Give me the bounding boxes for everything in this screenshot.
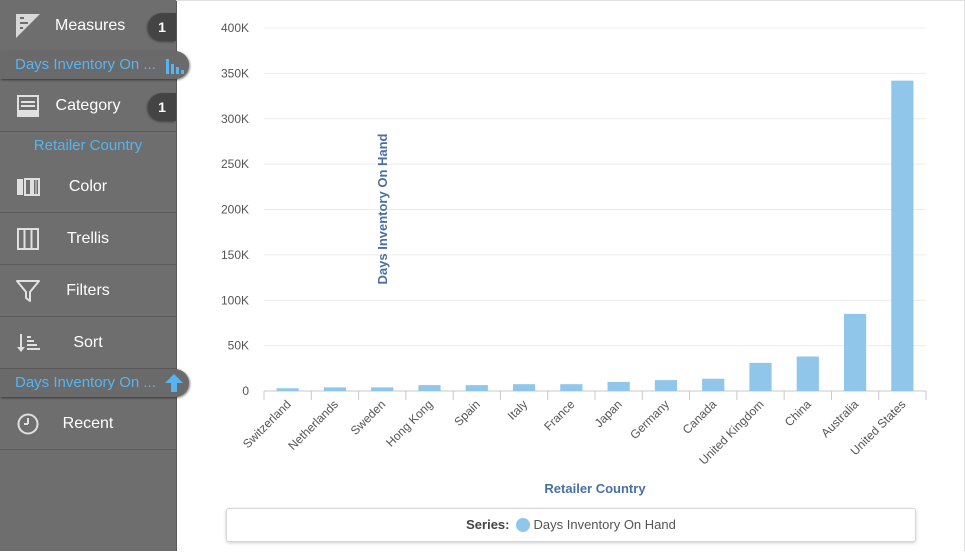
trellis-label: Trellis [66, 230, 110, 247]
measures-section[interactable]: Measures 1 [0, 0, 176, 52]
y-tick-label: 150K [221, 248, 249, 262]
x-tick-label: Japan [592, 397, 625, 430]
bar-chart-icon [163, 54, 185, 76]
y-tick-label: 100K [221, 293, 249, 307]
bar[interactable] [796, 356, 819, 391]
color-section[interactable]: Color [0, 161, 176, 213]
chart-area: 0 50K 100K 150K 200K 250K 300K 350K 400K Switzerl… [176, 0, 965, 551]
bar[interactable] [512, 384, 536, 391]
y-axis-title: Days Inventory On Hand [375, 133, 390, 284]
measures-icon [14, 12, 42, 40]
bar[interactable] [323, 387, 347, 391]
x-tick-label: Netherlands [285, 397, 341, 453]
legend-prefix: Series: [466, 517, 510, 532]
sort-pill[interactable]: Days Inventory On ... [0, 369, 189, 397]
trellis-icon [14, 225, 42, 253]
bar[interactable] [465, 385, 488, 391]
category-icon [14, 92, 42, 120]
bar-chart: 050K100K150K200K250K300K350K400KSwitzerl… [221, 21, 927, 496]
category-count-badge: 1 [148, 93, 176, 121]
x-tick-label: Germany [627, 397, 672, 442]
bar[interactable] [371, 387, 394, 391]
bar[interactable] [749, 362, 772, 391]
x-tick-label: France [541, 397, 578, 434]
x-tick-label: Italy [505, 397, 530, 422]
y-tick-label: 250K [221, 157, 249, 171]
color-icon [14, 173, 42, 201]
bar[interactable] [607, 381, 630, 391]
sort-label: Sort [73, 334, 103, 351]
bar[interactable] [843, 313, 867, 391]
y-tick-label: 0 [242, 384, 249, 398]
recent-section[interactable]: Recent [0, 398, 176, 450]
sort-section[interactable]: Sort [0, 317, 176, 369]
category-pill[interactable]: Retailer Country [0, 132, 176, 160]
filter-icon [14, 277, 42, 305]
recent-label: Recent [62, 415, 114, 432]
category-label: Category [55, 97, 121, 114]
x-tick-label: Australia [818, 397, 861, 440]
bar[interactable] [560, 384, 583, 391]
trellis-section[interactable]: Trellis [0, 213, 176, 265]
bar[interactable] [891, 80, 914, 391]
y-tick-label: 350K [221, 66, 249, 80]
x-tick-label: Canada [680, 397, 720, 437]
bar[interactable] [276, 388, 299, 391]
category-pill-label: Retailer Country [33, 137, 143, 154]
x-tick-label: China [782, 397, 814, 429]
measure-pill[interactable]: Days Inventory On ... [0, 51, 189, 79]
x-tick-label: Sweden [348, 397, 389, 438]
y-tick-label: 50K [228, 339, 249, 353]
bar[interactable] [654, 380, 678, 391]
sort-icon [14, 329, 42, 357]
measure-pill-label: Days Inventory On ... [15, 56, 156, 73]
legend-series-name[interactable]: Days Inventory On Hand [533, 517, 676, 532]
legend-swatch[interactable] [515, 517, 530, 532]
color-label: Color [68, 178, 108, 195]
filters-section[interactable]: Filters [0, 265, 176, 317]
measures-label: Measures [55, 17, 126, 34]
y-tick-label: 300K [221, 112, 249, 126]
bar[interactable] [418, 385, 441, 391]
sort-pill-label: Days Inventory On ... [15, 374, 156, 391]
y-tick-label: 400K [221, 21, 249, 35]
filters-label: Filters [66, 282, 110, 299]
x-axis-title: Retailer Country [544, 481, 646, 496]
bar[interactable] [702, 378, 725, 391]
measures-count-badge: 1 [148, 13, 176, 41]
y-tick-label: 200K [221, 203, 249, 217]
legend: Series: Days Inventory On Hand [226, 508, 916, 542]
sort-ascending-arrow-icon[interactable] [163, 372, 185, 394]
sidebar: Measures 1 Days Inventory On ... Categor… [0, 0, 189, 551]
x-tick-label: Spain [451, 397, 483, 429]
category-section[interactable]: Category 1 [0, 80, 176, 132]
x-tick-label: Hong Kong [383, 397, 435, 449]
clock-icon [14, 410, 42, 438]
